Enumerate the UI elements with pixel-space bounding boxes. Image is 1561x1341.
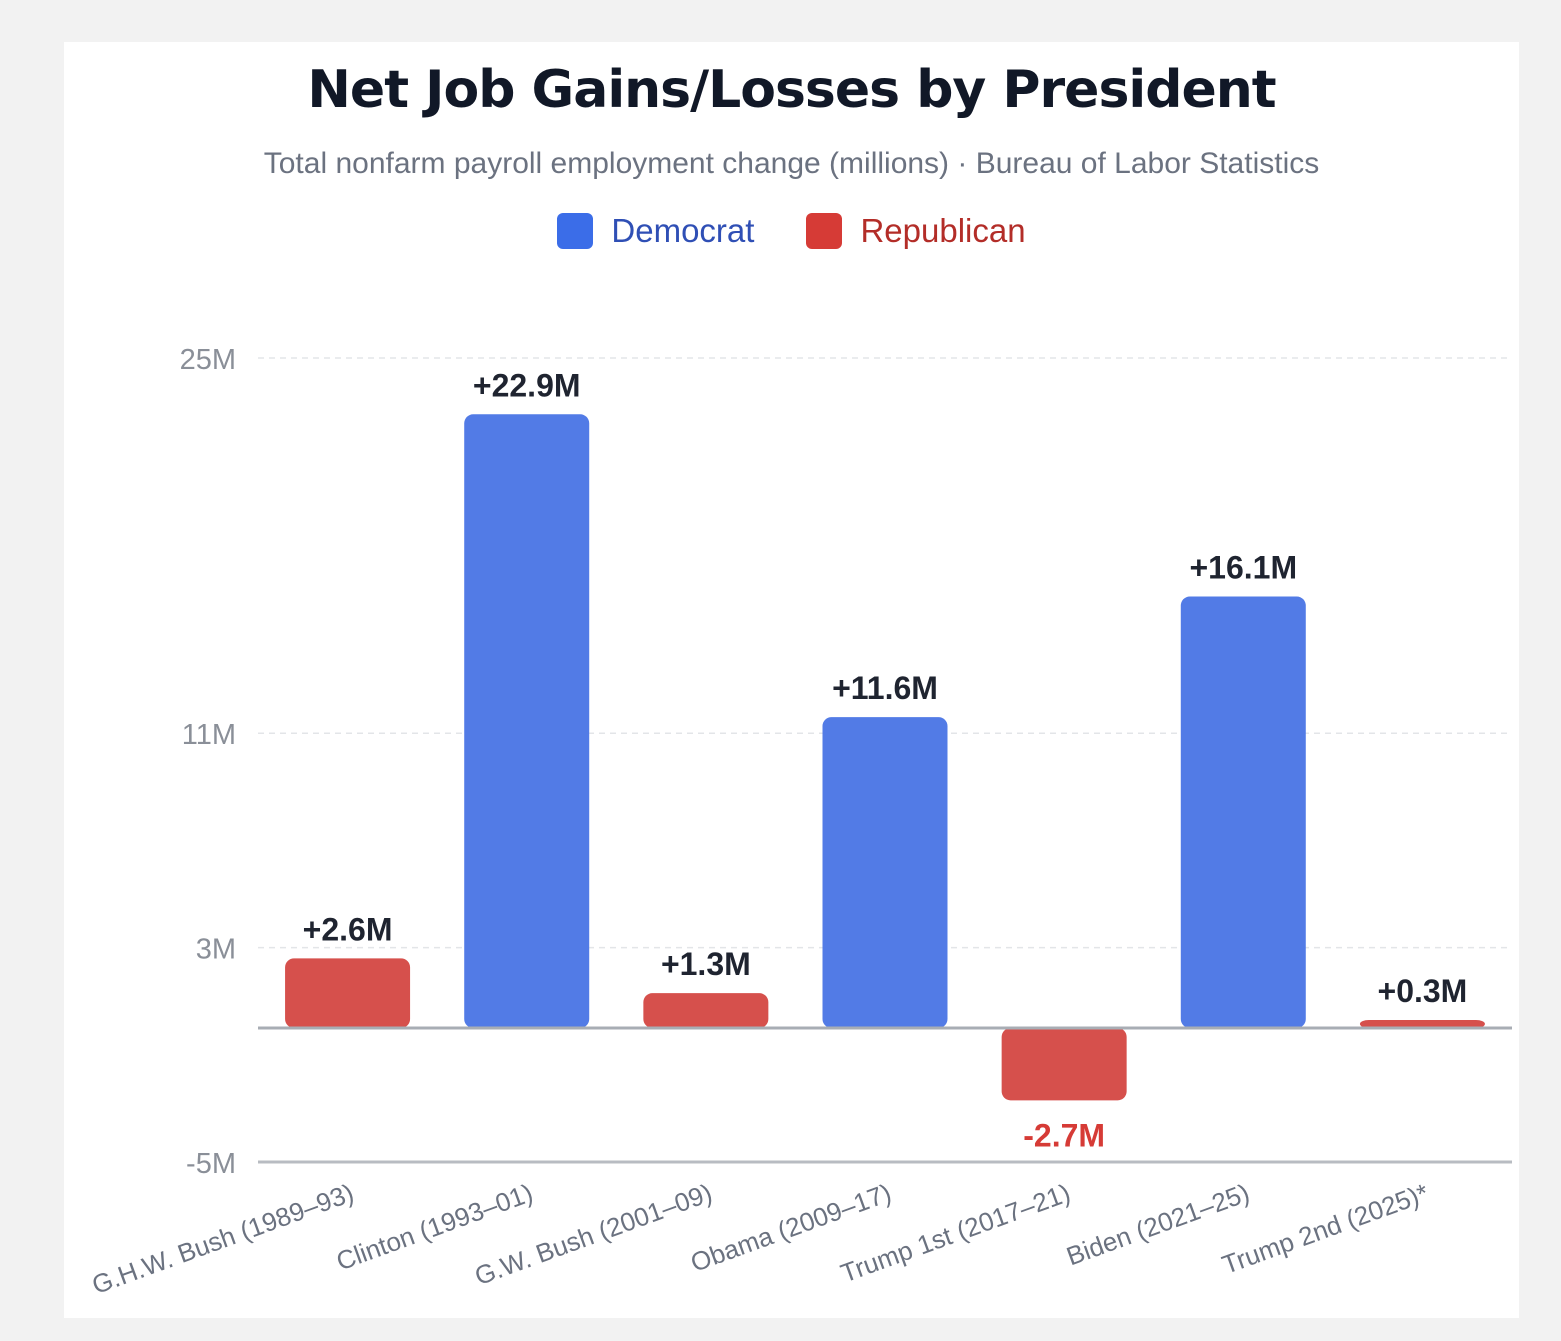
legend: Democrat Republican (64, 212, 1519, 250)
legend-label-democrat: Democrat (611, 212, 755, 249)
bar (1180, 596, 1306, 1028)
data-label: +16.1M (1189, 550, 1297, 586)
legend-swatch-democrat (557, 213, 594, 249)
data-label: +22.9M (473, 367, 581, 403)
bar (464, 414, 590, 1028)
x-tick-label: Trump 2nd (2025)* (1218, 1177, 1432, 1280)
data-label: +11.6M (832, 670, 938, 706)
y-tick-label: -5M (186, 1148, 236, 1180)
data-label: +2.6M (303, 911, 393, 947)
legend-swatch-republican (806, 213, 843, 249)
bar (1001, 1028, 1127, 1101)
data-label: +0.3M (1378, 973, 1468, 1009)
bar (285, 958, 411, 1028)
y-tick-label: 3M (196, 934, 236, 966)
y-tick-label: 25M (180, 344, 236, 376)
data-label: +1.3M (661, 946, 751, 982)
data-label: -2.7M (1023, 1117, 1105, 1153)
y-tick-label: 11M (182, 719, 236, 751)
legend-item-republican[interactable]: Republican (806, 212, 1026, 250)
chart-title: Net Job Gains/Losses by President (307, 60, 1276, 120)
chart-subtitle: Total nonfarm payroll employment change … (263, 147, 1320, 180)
bar (1359, 1019, 1485, 1028)
bar (643, 993, 769, 1028)
x-tick-label: G.H.W. Bush (1989–93) (88, 1177, 358, 1300)
legend-item-democrat[interactable]: Democrat (557, 212, 754, 250)
legend-label-republican: Republican (860, 212, 1026, 249)
bar (822, 717, 948, 1028)
